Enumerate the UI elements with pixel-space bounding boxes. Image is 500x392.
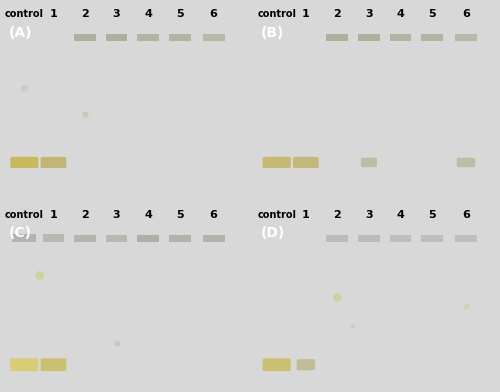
Text: 6: 6	[210, 210, 218, 220]
FancyBboxPatch shape	[262, 157, 291, 168]
Bar	[137, 235, 159, 241]
Bar	[106, 235, 128, 241]
Text: 5: 5	[428, 210, 436, 220]
Bar	[168, 235, 190, 241]
Text: 1: 1	[302, 9, 310, 19]
Text: 4: 4	[396, 9, 404, 19]
Bar	[106, 34, 128, 41]
Text: 3: 3	[365, 9, 372, 19]
Text: 6: 6	[210, 9, 218, 19]
Bar	[455, 34, 477, 41]
Text: 5: 5	[428, 9, 436, 19]
Text: (B): (B)	[261, 26, 284, 40]
Text: 4: 4	[144, 9, 152, 19]
Text: 6: 6	[462, 210, 470, 220]
Point	[462, 303, 470, 309]
Point	[81, 111, 89, 117]
Text: 1: 1	[302, 210, 310, 220]
Text: 2: 2	[81, 210, 89, 220]
Bar	[326, 235, 348, 241]
Bar	[74, 235, 96, 241]
Text: 6: 6	[462, 9, 470, 19]
Text: 1: 1	[50, 9, 58, 19]
FancyBboxPatch shape	[10, 157, 38, 168]
Point	[334, 294, 342, 300]
FancyBboxPatch shape	[456, 158, 475, 167]
Bar	[74, 34, 96, 41]
Text: 2: 2	[334, 9, 341, 19]
Text: control: control	[5, 210, 44, 220]
FancyBboxPatch shape	[293, 157, 318, 168]
Text: 3: 3	[365, 210, 372, 220]
Bar	[358, 235, 380, 241]
Text: 4: 4	[144, 210, 152, 220]
Point	[348, 323, 356, 329]
Bar	[42, 234, 64, 242]
Text: 5: 5	[176, 210, 184, 220]
Bar	[455, 235, 477, 241]
FancyBboxPatch shape	[40, 157, 66, 168]
FancyBboxPatch shape	[10, 358, 38, 371]
Text: 1: 1	[50, 210, 58, 220]
Bar	[421, 34, 443, 41]
Point	[112, 339, 120, 346]
Text: control: control	[257, 210, 296, 220]
Text: (D): (D)	[261, 226, 285, 240]
Point	[35, 272, 43, 278]
Text: 2: 2	[334, 210, 341, 220]
Text: 2: 2	[81, 9, 89, 19]
Text: (C): (C)	[8, 226, 32, 240]
Text: control: control	[257, 9, 296, 19]
Text: (A): (A)	[8, 26, 32, 40]
Bar	[202, 235, 224, 241]
Text: 4: 4	[396, 210, 404, 220]
Bar	[326, 34, 348, 41]
FancyBboxPatch shape	[296, 359, 315, 370]
Bar	[168, 34, 190, 41]
FancyBboxPatch shape	[262, 358, 291, 371]
Bar	[12, 234, 36, 242]
Bar	[137, 34, 159, 41]
Bar	[202, 34, 224, 41]
Text: control: control	[5, 9, 44, 19]
Bar	[421, 235, 443, 241]
Bar	[358, 34, 380, 41]
Bar	[390, 235, 411, 241]
FancyBboxPatch shape	[40, 358, 66, 371]
Text: 5: 5	[176, 9, 184, 19]
Bar	[390, 34, 411, 41]
Point	[20, 85, 28, 91]
Text: 3: 3	[112, 9, 120, 19]
Text: 3: 3	[112, 210, 120, 220]
FancyBboxPatch shape	[361, 158, 377, 167]
